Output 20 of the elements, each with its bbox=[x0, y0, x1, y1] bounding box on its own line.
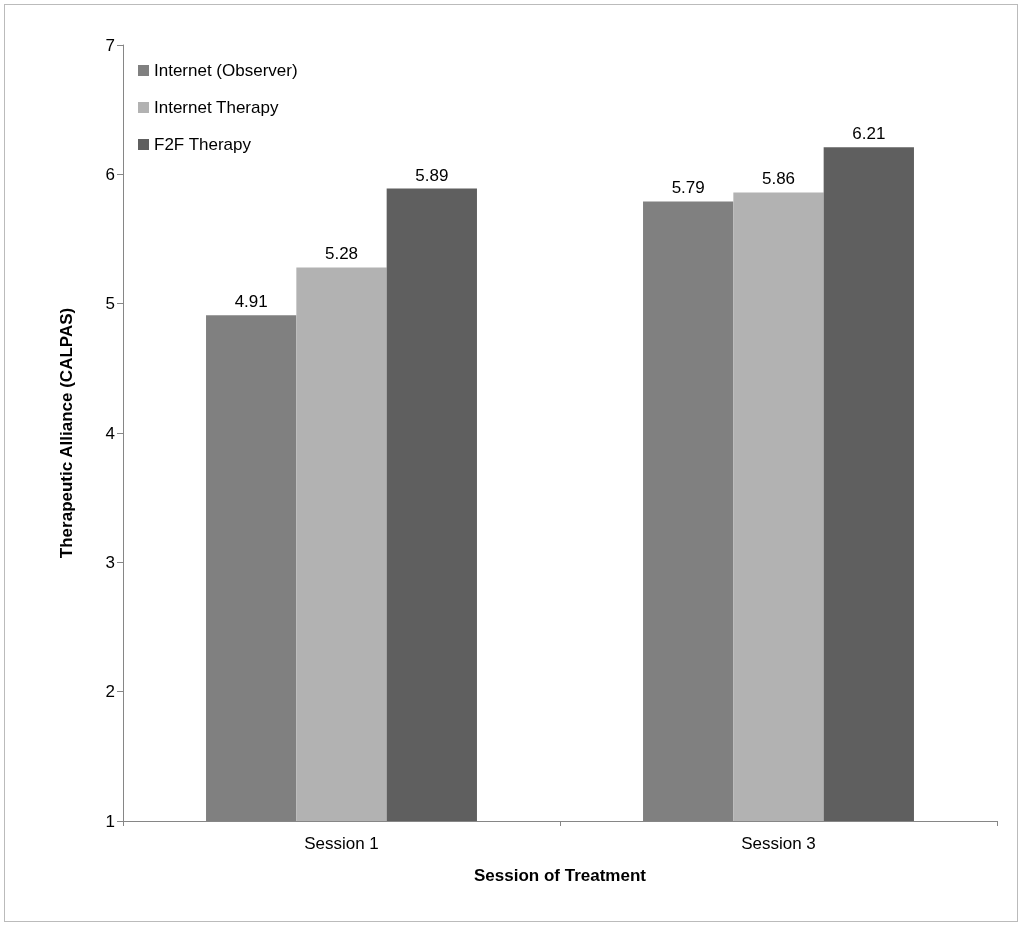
data-label: 4.91 bbox=[234, 292, 268, 312]
x-tick-label: Session 1 bbox=[304, 834, 379, 853]
y-axis-title: Therapeutic Alliance (CALPAS) bbox=[57, 307, 76, 559]
data-label: 5.89 bbox=[415, 165, 449, 185]
data-label: 5.86 bbox=[761, 169, 796, 189]
y-tick-label: 7 bbox=[105, 35, 115, 55]
legend-label: Internet (Observer) bbox=[154, 61, 298, 80]
y-tick-label: 2 bbox=[105, 682, 115, 702]
legend-label: Internet Therapy bbox=[154, 98, 279, 117]
legend-label: F2F Therapy bbox=[154, 135, 252, 154]
x-axis-title: Session of Treatment bbox=[474, 866, 647, 885]
y-tick-label: 3 bbox=[105, 552, 115, 572]
data-label: 6.21 bbox=[852, 124, 886, 144]
y-tick-label: 6 bbox=[105, 164, 115, 184]
x-tick-label: Session 3 bbox=[741, 834, 816, 853]
data-label: 5.79 bbox=[671, 178, 705, 198]
y-tick-label: 4 bbox=[105, 423, 115, 443]
y-tick-label: 1 bbox=[105, 811, 115, 831]
data-label: 5.28 bbox=[324, 244, 359, 264]
y-tick-label: 5 bbox=[105, 294, 115, 314]
